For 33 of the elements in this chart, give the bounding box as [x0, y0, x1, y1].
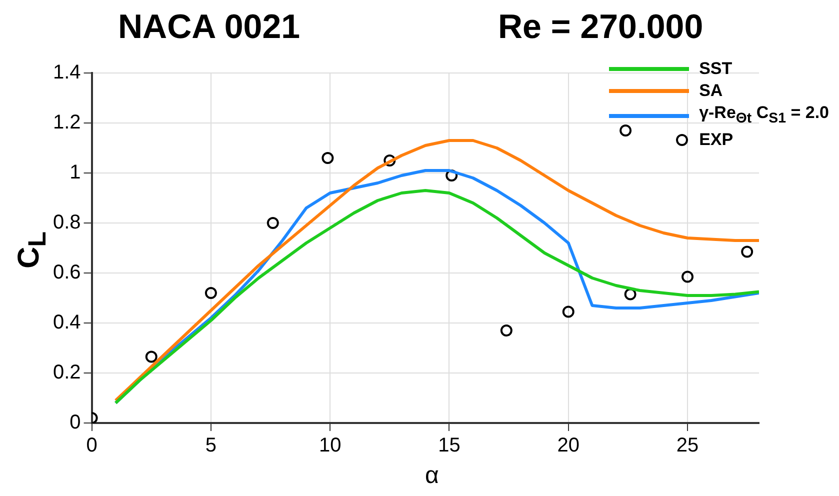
y-tick-label: 0 [70, 412, 81, 434]
y-tick-label: 1.4 [52, 62, 81, 84]
legend-label: EXP [699, 129, 734, 152]
legend-label: γ-Re$_{Θt}$ C$_{S1}$ = 2.0 [699, 102, 829, 128]
y-tick-label: 0.6 [52, 262, 81, 284]
chart-subtitle: Re = 270.000 [498, 8, 704, 47]
point [145, 350, 158, 363]
point [266, 217, 279, 229]
point [741, 246, 754, 258]
point [624, 288, 636, 300]
point [620, 124, 632, 136]
x-tick-label: 5 [205, 434, 217, 457]
point [204, 287, 217, 299]
legend-label: SST [699, 58, 732, 80]
point [446, 170, 458, 182]
point [682, 270, 694, 283]
x-tick-label: 25 [676, 434, 699, 457]
point [384, 154, 396, 166]
y-tick-label: 0.4 [52, 312, 81, 334]
chart-title: NACA 0021 [118, 8, 300, 47]
y-tick-label: 0.2 [52, 362, 81, 384]
point [562, 306, 574, 318]
x-tick-label: 0 [86, 434, 98, 457]
x-tick-label: 10 [318, 434, 342, 457]
x-tick-label: 15 [438, 434, 460, 457]
y-tick-label: 0.8 [52, 212, 81, 234]
y-tick-label: 1 [70, 162, 81, 184]
point [500, 324, 512, 336]
y-tick-label: 1.2 [52, 112, 81, 134]
legend-label: SA [699, 80, 723, 102]
x-axis-title: α [425, 462, 439, 490]
point [322, 152, 334, 164]
x-tick-label: 20 [557, 434, 580, 457]
